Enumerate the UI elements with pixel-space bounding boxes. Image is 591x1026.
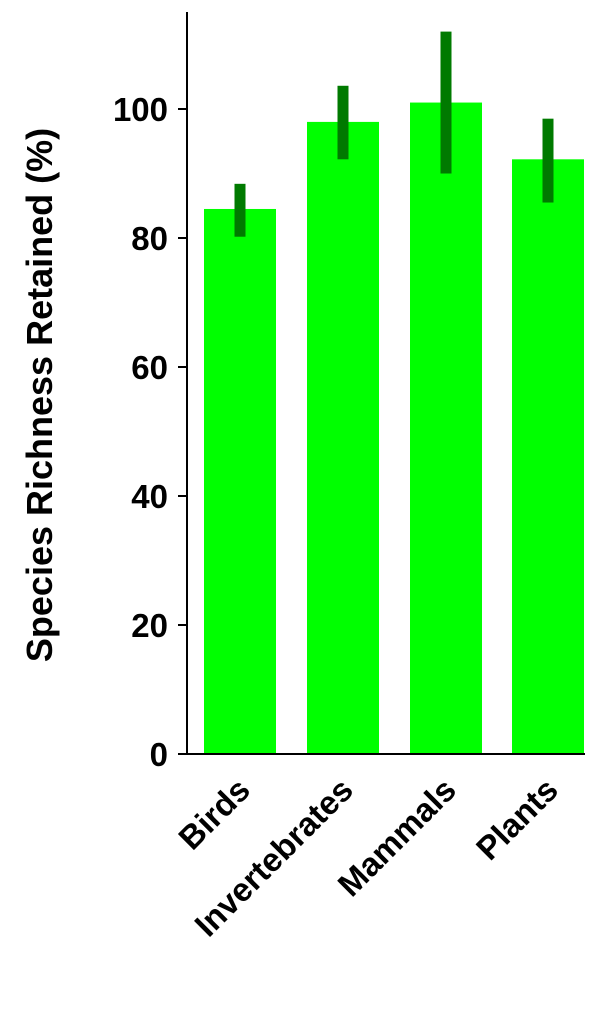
bar-invertebrates (307, 122, 379, 754)
y-tick-label: 100 (113, 91, 168, 128)
y-tick-label: 40 (131, 478, 168, 515)
error-bar-invertebrates (338, 86, 349, 160)
y-tick-label: 0 (150, 736, 168, 773)
y-ticks-layer: 0 20 40 60 80 100 (113, 91, 187, 773)
bar-birds (204, 209, 276, 754)
x-tick-label-birds: Birds (171, 771, 257, 857)
bar-mammals (410, 103, 482, 754)
y-axis-title: Species Richness Retained (%) (19, 128, 60, 662)
y-tick-label: 60 (131, 349, 168, 386)
error-bar-plants (543, 119, 554, 203)
y-tick-label: 80 (131, 220, 168, 257)
error-bar-mammals (441, 32, 452, 174)
error-bars-layer (235, 32, 554, 237)
x-tick-label-plants: Plants (469, 771, 565, 867)
bar-plants (512, 159, 584, 754)
bars-layer (204, 103, 584, 754)
error-bar-birds (235, 184, 246, 237)
y-tick-label: 20 (131, 607, 168, 644)
